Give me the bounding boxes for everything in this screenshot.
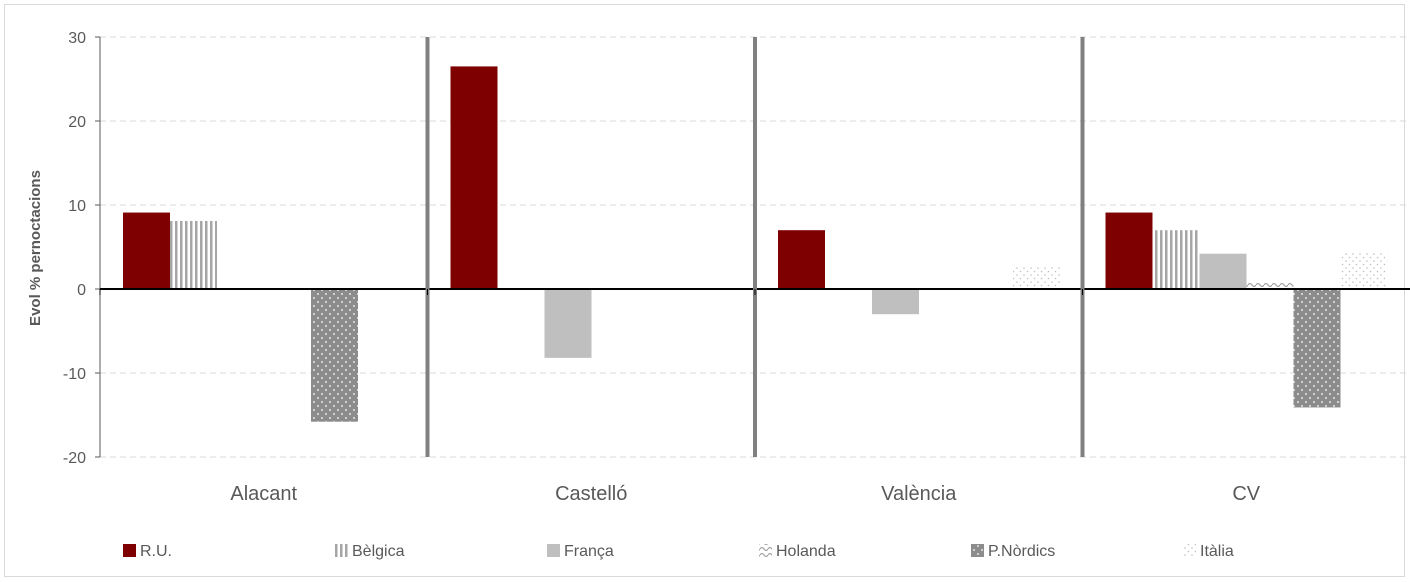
bar-fran-a-castell- bbox=[544, 289, 592, 358]
legend-label: Holanda bbox=[776, 543, 836, 560]
bars bbox=[123, 66, 1388, 422]
bar-b-lgica-alacant bbox=[170, 220, 217, 289]
axes bbox=[95, 36, 1410, 458]
legend-swatch bbox=[335, 544, 348, 557]
y-tick-label: 20 bbox=[68, 114, 86, 131]
bar-fran-a-cv bbox=[1199, 253, 1247, 289]
x-category-label: Alacant bbox=[230, 483, 297, 505]
legend-item-holanda: Holanda bbox=[759, 543, 836, 560]
legend-label: P.Nòrdics bbox=[988, 543, 1055, 560]
y-tick-label: 0 bbox=[77, 282, 86, 299]
legend-label: França bbox=[564, 543, 614, 560]
bar-r-u--alacant bbox=[123, 212, 170, 289]
y-tick-label: -20 bbox=[63, 450, 86, 467]
bar-holanda-cv bbox=[1246, 282, 1294, 289]
legend: R.U. Bèlgica França Holanda P.Nòrdics Itàlia bbox=[123, 543, 1234, 560]
legend-swatch bbox=[1183, 544, 1196, 557]
y-tick-label: 30 bbox=[68, 30, 86, 47]
bar-b-lgica-cv bbox=[1152, 230, 1200, 289]
legend-item-fran-a: França bbox=[547, 543, 614, 560]
chart-frame bbox=[4, 4, 1405, 577]
x-category-label: València bbox=[881, 483, 957, 505]
legend-item-r-u-: R.U. bbox=[123, 543, 172, 560]
bar-p-n-rdics-alacant bbox=[311, 289, 358, 422]
bar-it-lia-val-ncia bbox=[1013, 267, 1060, 289]
legend-item-b-lgica: Bèlgica bbox=[335, 543, 405, 560]
legend-swatch bbox=[123, 544, 136, 557]
bar-r-u--val-ncia bbox=[778, 230, 825, 289]
bar-it-lia-cv bbox=[1340, 252, 1388, 289]
legend-item-it-lia: Itàlia bbox=[1183, 543, 1234, 560]
x-category-label: CV bbox=[1232, 483, 1260, 505]
bar-r-u--castell- bbox=[450, 66, 498, 290]
bar-p-n-rdics-cv bbox=[1293, 289, 1341, 408]
legend-label: Itàlia bbox=[1200, 543, 1234, 560]
legend-swatch bbox=[971, 544, 984, 557]
tick-labels: 30 20 10 0 -10 -20 Alacant Castelló València CV bbox=[63, 30, 1261, 505]
legend-item-p-n-rdics: P.Nòrdics bbox=[971, 543, 1055, 560]
y-tick-label: 10 bbox=[68, 198, 86, 215]
bar-fran-a-val-ncia bbox=[872, 289, 919, 315]
legend-swatch bbox=[759, 544, 772, 557]
y-tick-label: -10 bbox=[63, 366, 86, 383]
x-category-label: Castelló bbox=[555, 483, 627, 505]
legend-label: R.U. bbox=[140, 543, 172, 560]
legend-swatch bbox=[547, 544, 560, 557]
bar-r-u--cv bbox=[1105, 212, 1153, 289]
legend-label: Bèlgica bbox=[352, 543, 405, 560]
y-axis-title: Evol % pernoctacions bbox=[27, 170, 44, 326]
